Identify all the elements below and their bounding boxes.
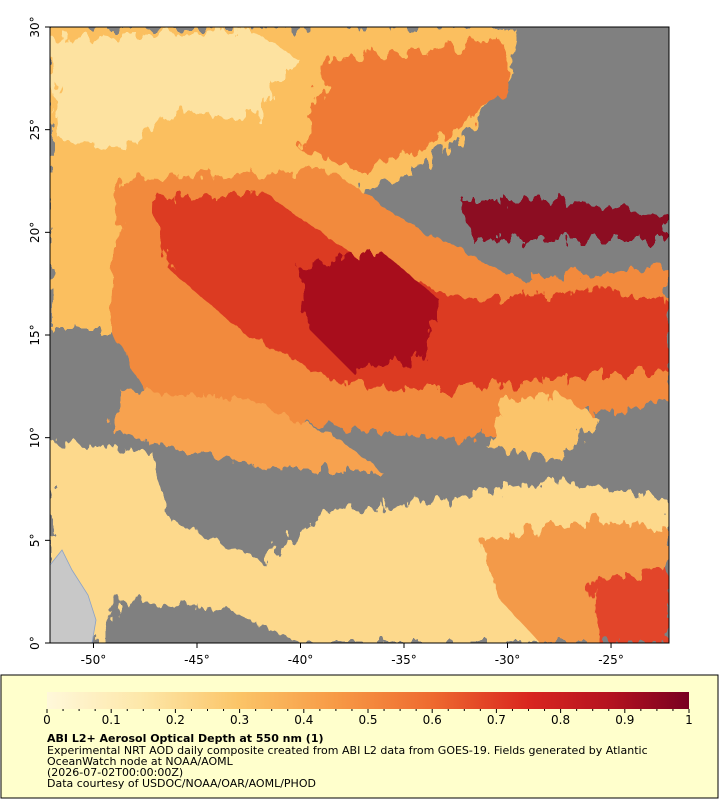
colorbar-axis: 0 0.1 0.2 0.3 0.4 0.5 0.6 0.7 0.8 0.9 1	[43, 709, 693, 727]
aod-region	[110, 390, 380, 470]
y-tick-label: 0°	[28, 636, 42, 650]
y-tick-label: 25°	[28, 119, 42, 140]
colorbar	[47, 692, 689, 709]
x-tick-label: -45°	[184, 653, 210, 667]
aod-region	[50, 30, 300, 150]
axes: -50° -45° -40° -35° -30° -25° 0° 5° 10° 15° 20° 25°…	[28, 16, 624, 667]
aod-region	[590, 570, 669, 643]
x-tick-label: -40°	[288, 653, 314, 667]
colorbar-tick-label: 0.2	[166, 713, 185, 727]
aod-region	[300, 40, 510, 170]
aod-region	[490, 395, 600, 460]
colorbar-tick-label: 0.3	[230, 713, 249, 727]
caption-line: (2026-07-02T00:00:00Z)	[47, 766, 183, 779]
colorbar-tick-label: 1	[685, 713, 693, 727]
y-tick-label: 20°	[28, 222, 42, 243]
aod-field	[50, 27, 669, 643]
aod-region	[300, 250, 440, 370]
x-tick-label: -30°	[495, 653, 521, 667]
y-tick-label: 10°	[28, 427, 42, 448]
colorbar-tick-label: 0.7	[487, 713, 506, 727]
colorbar-tick-label: 0.8	[551, 713, 570, 727]
caption-title: ABI L2+ Aerosol Optical Depth at 550 nm …	[47, 732, 324, 745]
x-tick-label: -50°	[81, 653, 107, 667]
colorbar-tick-label: 0	[43, 713, 51, 727]
land	[50, 549, 97, 643]
y-tick-label: 5°	[28, 534, 42, 548]
colorbar-tick-label: 0.5	[358, 713, 377, 727]
y-tick-label: 30°	[28, 16, 42, 37]
colorbar-tick-label: 0.1	[102, 713, 121, 727]
x-tick-label: -35°	[391, 653, 417, 667]
y-tick-label: 15°	[28, 324, 42, 345]
colorbar-tick-label: 0.4	[294, 713, 313, 727]
caption-line: OceanWatch node at NOAA/AOML	[47, 755, 234, 768]
colorbar-tick-label: 0.9	[615, 713, 634, 727]
caption-line: Experimental NRT AOD daily composite cre…	[47, 744, 648, 757]
caption-line: Data courtesy of USDOC/NOAA/OAR/AOML/PHO…	[47, 777, 316, 790]
colorbar-tick-label: 0.6	[423, 713, 442, 727]
aod-region	[460, 200, 669, 240]
map-layer	[50, 27, 669, 643]
x-tick-label: -25°	[598, 653, 624, 667]
